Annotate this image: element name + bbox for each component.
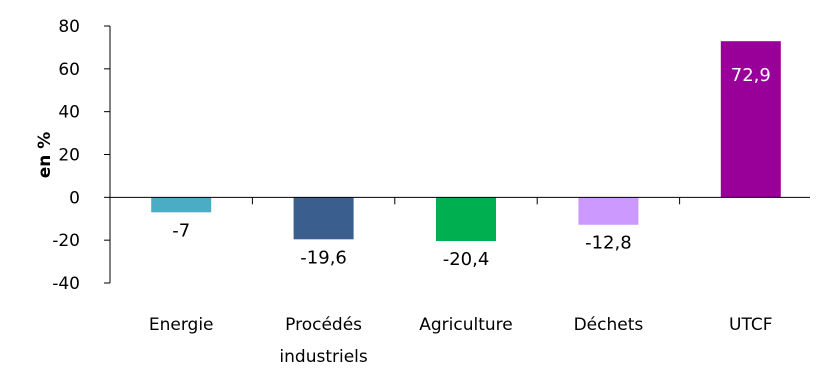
x-category-label: Energie (149, 315, 214, 335)
data-labels: -7 -19,6 -20,4 -12,8 72,9 (172, 65, 771, 270)
x-category-label: Procédés industriels (279, 315, 367, 367)
data-label: 72,9 (731, 65, 771, 86)
data-label: -7 (172, 220, 190, 241)
y-tick-label: -20 (52, 231, 80, 251)
x-category-label: UTCF (729, 315, 772, 335)
category-labels: Energie Procédés industriels Agriculture Déc… (149, 315, 773, 367)
y-tick-label: 60 (58, 60, 80, 80)
bar (720, 41, 781, 198)
x-axis (110, 196, 810, 205)
bar (151, 197, 212, 213)
y-tick-label: 20 (58, 146, 80, 166)
x-category-label: Déchets (574, 315, 644, 335)
bar (578, 197, 639, 225)
y-tick-label: 80 (58, 17, 80, 37)
y-tick-label: 40 (58, 103, 80, 123)
y-tick-label: -40 (52, 274, 80, 294)
x-category-label: Agriculture (419, 315, 513, 335)
data-label: -12,8 (585, 233, 632, 254)
bar (293, 197, 354, 240)
bar (436, 197, 496, 242)
y-axis: 80 60 40 20 0 -20 -40 (52, 17, 111, 294)
data-label: -19,6 (300, 247, 347, 268)
bars (151, 41, 781, 242)
data-label: -20,4 (443, 249, 490, 270)
y-axis-title: en % (35, 132, 55, 179)
y-tick-label: 0 (69, 188, 80, 208)
